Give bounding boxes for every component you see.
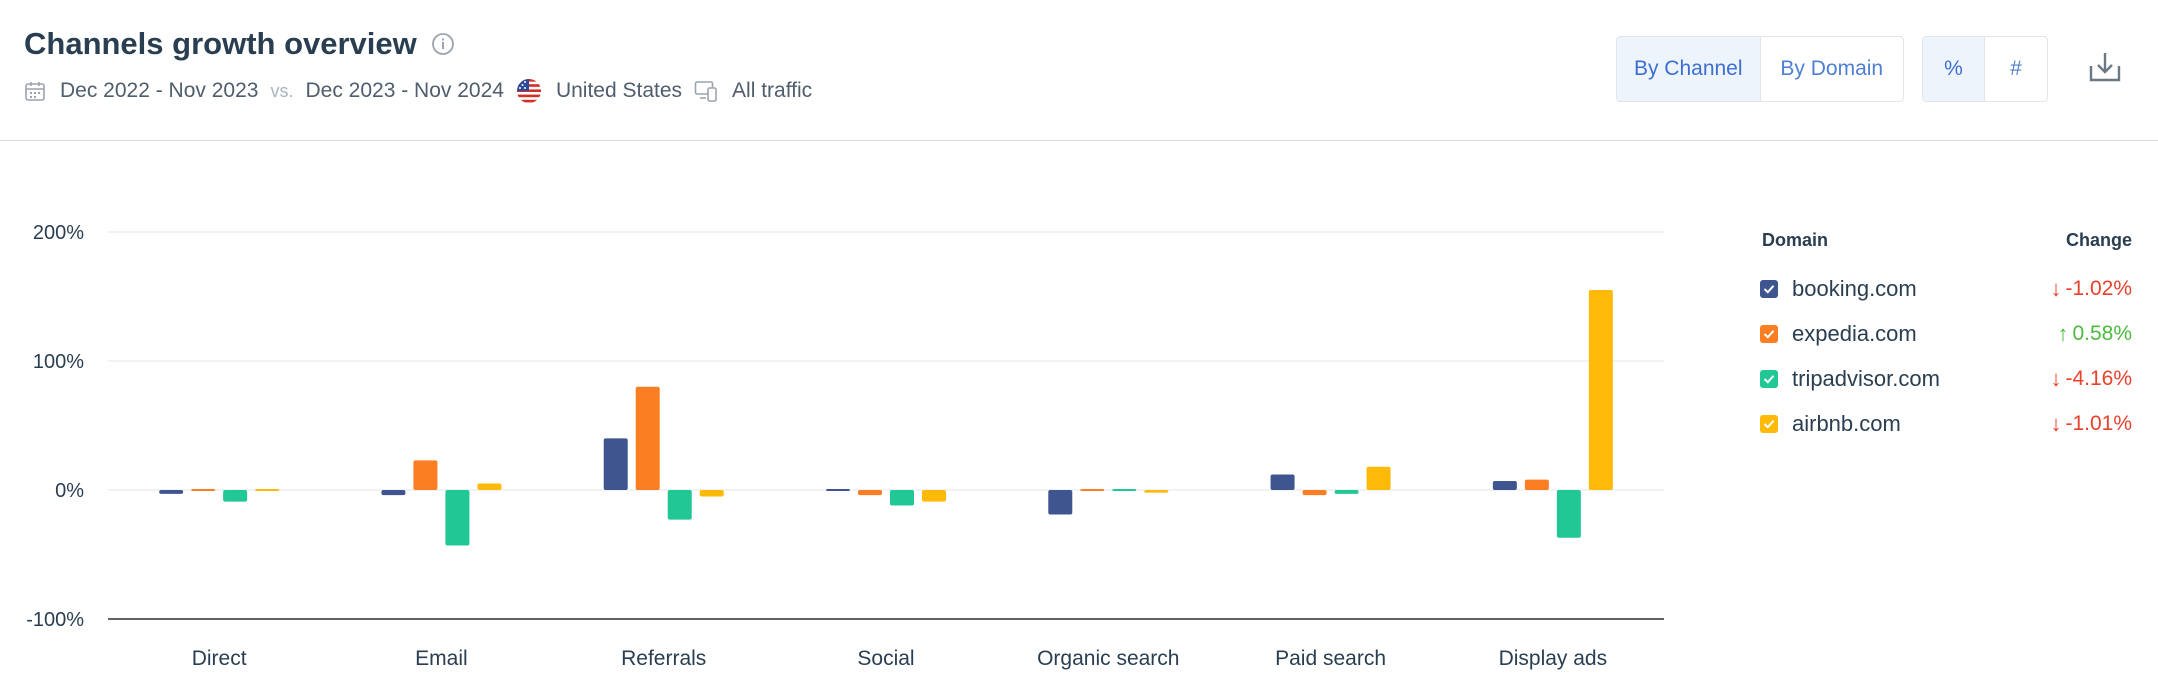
bar-tripadvisor-com-email <box>445 490 470 546</box>
bar-expedia-com-organic-search <box>1080 489 1105 491</box>
legend-domain: booking.com <box>1792 276 1917 301</box>
bar-booking-com-social <box>826 489 850 491</box>
traffic-label: All traffic <box>732 79 813 102</box>
bar-booking-com-display-ads <box>1492 480 1517 490</box>
absolute-button[interactable]: # <box>1984 37 2047 101</box>
bar-chart: 200% 100% 0% -100% Direct Email Referrals Socia… <box>26 222 1664 670</box>
bar-expedia-com-display-ads <box>1524 479 1549 490</box>
info-icon[interactable] <box>431 32 455 56</box>
legend-change: ↓ -1.01% <box>2050 411 2132 437</box>
bar-tripadvisor-com-referrals <box>667 490 692 520</box>
period-b: Dec 2023 - Nov 2024 <box>305 79 504 102</box>
vs-label: vs. <box>270 80 294 101</box>
calendar-icon <box>24 80 46 102</box>
legend-domain: expedia.com <box>1792 321 1917 346</box>
legend-domain: airbnb.com <box>1792 411 1901 436</box>
checkmark-icon[interactable] <box>1760 325 1778 343</box>
legend-change-value: -1.02% <box>2065 277 2132 300</box>
bar-airbnb-com-paid-search <box>1366 466 1391 490</box>
bar-airbnb-com-direct <box>255 489 280 491</box>
period-a: Dec 2022 - Nov 2023 <box>60 79 259 102</box>
chart-header: Channels growth overview Dec 2022 - Nov … <box>0 0 2158 141</box>
bar-airbnb-com-email <box>477 483 502 490</box>
y-tick-label: 0% <box>55 480 84 502</box>
title-row: Channels growth overview <box>24 26 455 62</box>
bar-expedia-com-email <box>413 460 438 490</box>
legend-row[interactable]: expedia.com ↑ 0.58% <box>1760 319 2132 349</box>
x-tick-label: Organic search <box>1037 647 1179 670</box>
legend-change: ↑ 0.58% <box>2057 321 2132 347</box>
y-tick-label: -100% <box>26 609 84 631</box>
us-flag-icon <box>516 78 542 104</box>
x-tick-label: Display ads <box>1499 647 1608 670</box>
arrow-down-icon: ↓ <box>2050 276 2062 301</box>
x-tick-label: Paid search <box>1275 647 1386 670</box>
bar-tripadvisor-com-direct <box>223 490 248 502</box>
legend-change-header: Change <box>2066 230 2133 250</box>
legend-change: ↓ -4.16% <box>2050 366 2132 392</box>
y-tick-label: 100% <box>33 351 84 373</box>
bar-airbnb-com-display-ads <box>1588 290 1613 490</box>
bar-tripadvisor-com-social <box>890 490 914 506</box>
arrow-down-icon: ↓ <box>2050 411 2062 436</box>
bar-expedia-com-paid-search <box>1302 490 1327 496</box>
checkmark-icon[interactable] <box>1760 415 1778 433</box>
percent-button[interactable]: % <box>1923 37 1984 101</box>
legend-domain-header: Domain <box>1762 230 1829 250</box>
arrow-down-icon: ↓ <box>2050 366 2062 391</box>
x-tick-label: Direct <box>192 647 247 670</box>
bar-booking-com-referrals <box>603 438 628 490</box>
by-channel-button[interactable]: By Channel <box>1617 37 1760 101</box>
bar-airbnb-com-social <box>922 490 946 502</box>
legend-change: ↓ -1.02% <box>2050 276 2132 302</box>
bar-expedia-com-direct <box>191 489 216 491</box>
checkmark-icon[interactable] <box>1760 280 1778 298</box>
bar-expedia-com-referrals <box>635 386 660 490</box>
bar-tripadvisor-com-display-ads <box>1556 490 1581 538</box>
arrow-up-icon: ↑ <box>2057 321 2069 346</box>
y-tick-label: 200% <box>33 222 84 244</box>
bar-tripadvisor-com-organic-search <box>1112 489 1137 491</box>
unit-toggle: % # <box>1922 36 2048 102</box>
by-domain-button[interactable]: By Domain <box>1759 37 1904 101</box>
bar-booking-com-direct <box>159 490 184 494</box>
legend-row[interactable]: booking.com ↓ -1.02% <box>1760 274 2132 304</box>
filter-summary: Dec 2022 - Nov 2023 vs. Dec 2023 - Nov 2… <box>24 78 824 104</box>
legend-domain: tripadvisor.com <box>1792 366 1940 391</box>
legend-change-value: -1.01% <box>2065 412 2132 435</box>
devices-icon <box>694 79 718 103</box>
view-toggle: By Channel By Domain <box>1616 36 1904 102</box>
legend-row[interactable]: airbnb.com ↓ -1.01% <box>1760 409 2132 439</box>
x-tick-label: Referrals <box>621 647 706 670</box>
bar-booking-com-organic-search <box>1048 490 1073 515</box>
x-tick-label: Email <box>415 647 468 670</box>
legend-change-value: 0.58% <box>2072 322 2132 345</box>
bar-expedia-com-social <box>858 490 882 496</box>
bar-booking-com-paid-search <box>1270 474 1295 490</box>
legend-row[interactable]: tripadvisor.com ↓ -4.16% <box>1760 364 2132 394</box>
country-label: United States <box>555 79 683 102</box>
legend-change-value: -4.16% <box>2065 367 2132 390</box>
bar-airbnb-com-referrals <box>699 490 724 497</box>
page-title: Channels growth overview <box>24 26 417 61</box>
x-tick-label: Social <box>857 647 914 670</box>
bar-airbnb-com-organic-search <box>1144 490 1169 493</box>
download-icon[interactable] <box>2088 50 2122 84</box>
bar-tripadvisor-com-paid-search <box>1334 490 1359 494</box>
bar-booking-com-email <box>381 490 406 496</box>
checkmark-icon[interactable] <box>1760 370 1778 388</box>
